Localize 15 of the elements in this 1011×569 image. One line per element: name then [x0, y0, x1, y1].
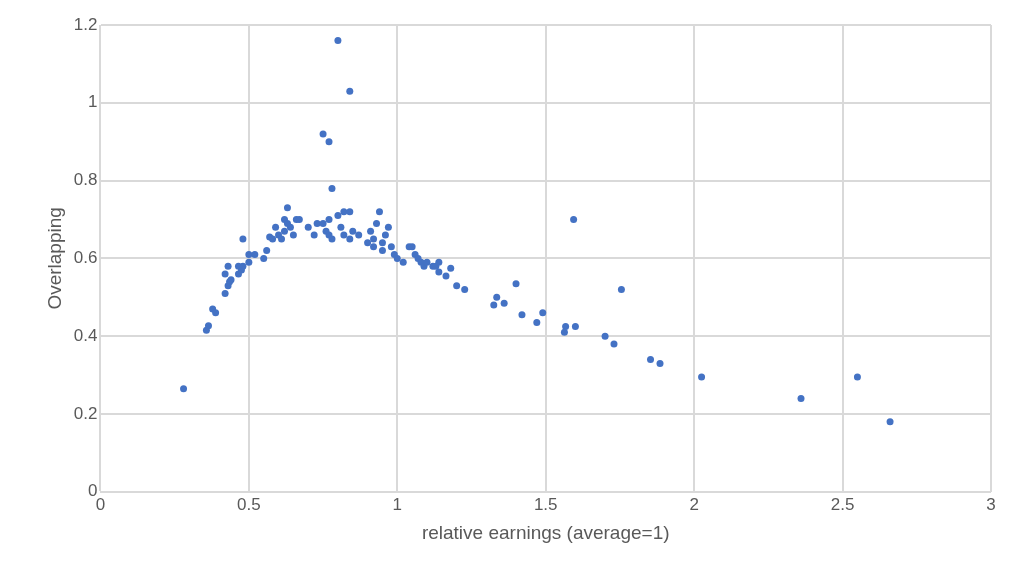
y-tick-label: 0.2 [73, 403, 98, 423]
y-tick-label: 0.4 [73, 325, 98, 345]
x-tick-label: 0.5 [237, 494, 261, 514]
y-tick-label: 0 [87, 481, 98, 501]
y-tick-label: 0.8 [73, 170, 98, 190]
x-tick-label: 3 [986, 494, 996, 514]
x-tick-label: 1 [392, 494, 403, 514]
x-tick-label: 2 [689, 494, 699, 514]
x-tick-label: 2.5 [830, 494, 855, 514]
y-axis-title: Overlapping [43, 207, 65, 310]
y-tick-label: 0.6 [73, 248, 98, 268]
y-tick-label: 1 [87, 92, 98, 112]
x-axis-title: relative earnings (average=1) [421, 521, 670, 543]
y-tick-label: 1.2 [73, 14, 98, 34]
x-tick-label: 1.5 [533, 494, 558, 514]
